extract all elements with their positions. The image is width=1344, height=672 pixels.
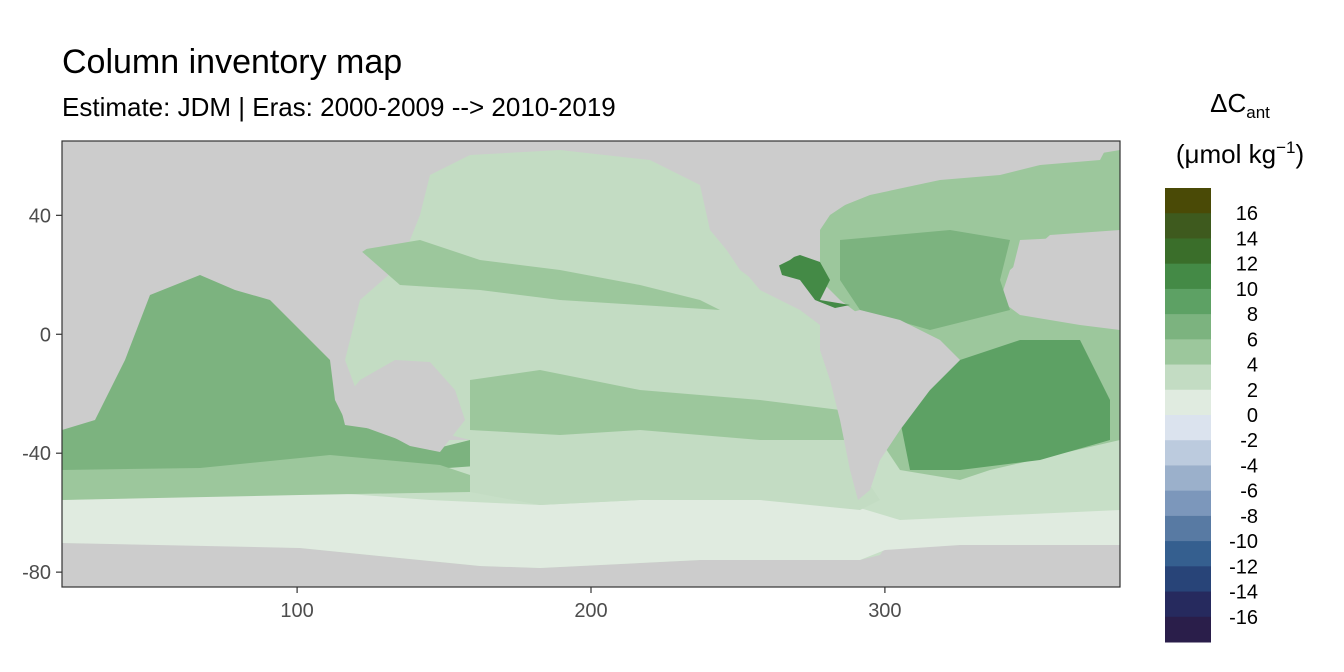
- legend-swatch: [1165, 591, 1211, 618]
- africa-west-land: [1010, 235, 1120, 330]
- legend-unit-sup: −1: [1276, 138, 1295, 157]
- y-tick-label: 0: [40, 324, 51, 346]
- legend-label: 16: [1236, 203, 1258, 225]
- indian-ocean: [62, 275, 560, 480]
- legend-label: 14: [1236, 228, 1258, 250]
- legend-label: -14: [1229, 582, 1258, 604]
- legend-label: -2: [1240, 430, 1258, 452]
- legend-title-main: ΔC: [1210, 88, 1246, 118]
- y-tick-label: -80: [22, 562, 51, 584]
- legend-label: 4: [1247, 355, 1258, 377]
- subtropical-north-pacific: [360, 240, 720, 310]
- legend-swatch: [1165, 490, 1211, 517]
- legend-label: 0: [1247, 405, 1258, 427]
- legend-swatch: [1165, 188, 1211, 214]
- north-atlantic-core: [840, 230, 1010, 330]
- legend-label: -16: [1229, 607, 1258, 629]
- legend-swatch: [1165, 263, 1211, 290]
- legend-swatch: [1165, 465, 1211, 492]
- y-tick-label: -40: [22, 443, 51, 465]
- legend-label: 2: [1247, 380, 1258, 402]
- south-atlantic: [900, 340, 1110, 470]
- y-axis: 40 0 -40 -80: [22, 205, 62, 584]
- legend-swatch: [1165, 415, 1211, 441]
- y-tick-label: 40: [29, 205, 51, 227]
- eurasia-africa-land: [62, 141, 430, 360]
- x-tick-label: 200: [574, 600, 607, 622]
- map-panel: [62, 141, 1120, 587]
- x-tick-label: 300: [868, 600, 901, 622]
- legend-labels: 16 14 12 10 8 6 4 2 0 -2 -4 -6 -8 -10 -12 -14 -16: [1229, 203, 1258, 629]
- legend-unit-prefix: (μmol kg: [1176, 139, 1276, 169]
- antarctic-margin: [62, 492, 1120, 568]
- legend-label: -4: [1240, 455, 1258, 477]
- legend-swatch: [1165, 364, 1211, 391]
- north-america-land: [690, 141, 1110, 285]
- legend-swatch: [1165, 314, 1211, 340]
- legend-unit: (μmol kg−1): [1176, 138, 1304, 169]
- legend-swatch: [1165, 616, 1211, 643]
- chart-title: Column inventory map: [62, 43, 403, 81]
- legend-unit-suffix: ): [1295, 139, 1304, 169]
- australia-land: [340, 360, 465, 452]
- legend-swatches: [1165, 188, 1211, 643]
- indian-ocean-south: [62, 455, 470, 500]
- legend-title-sub: ant: [1246, 103, 1270, 122]
- legend-swatch: [1165, 238, 1211, 265]
- legend-label: 6: [1247, 329, 1258, 351]
- legend: ΔCant (μmol kg−1) 16 14 12 10 8 6 4 2 0 -2 -4 -6 -8 -…: [1165, 88, 1304, 643]
- legend-label: -8: [1240, 506, 1258, 528]
- legend-swatch: [1165, 213, 1211, 239]
- legend-swatch: [1165, 515, 1211, 542]
- antarctica-land: [62, 555, 1120, 587]
- legend-swatch: [1165, 566, 1211, 593]
- caribbean: [778, 255, 850, 308]
- legend-swatch: [1165, 389, 1211, 416]
- south-america-land: [820, 310, 960, 500]
- legend-label: 10: [1236, 279, 1258, 301]
- legend-label: -12: [1229, 556, 1258, 578]
- legend-swatch: [1165, 541, 1211, 567]
- legend-title: ΔCant: [1210, 88, 1270, 122]
- legend-label: 8: [1247, 304, 1258, 326]
- x-tick-label: 100: [280, 600, 313, 622]
- legend-label: -10: [1229, 531, 1258, 553]
- legend-swatch: [1165, 288, 1211, 315]
- south-pacific-subtropics: [470, 370, 850, 440]
- legend-swatch: [1165, 339, 1211, 366]
- x-axis: 100 200 300: [280, 587, 902, 622]
- chart-subtitle: Estimate: JDM | Eras: 2000-2009 --> 2010…: [62, 92, 616, 122]
- legend-swatch: [1165, 440, 1211, 466]
- legend-label: 12: [1236, 254, 1258, 276]
- legend-label: -6: [1240, 481, 1258, 503]
